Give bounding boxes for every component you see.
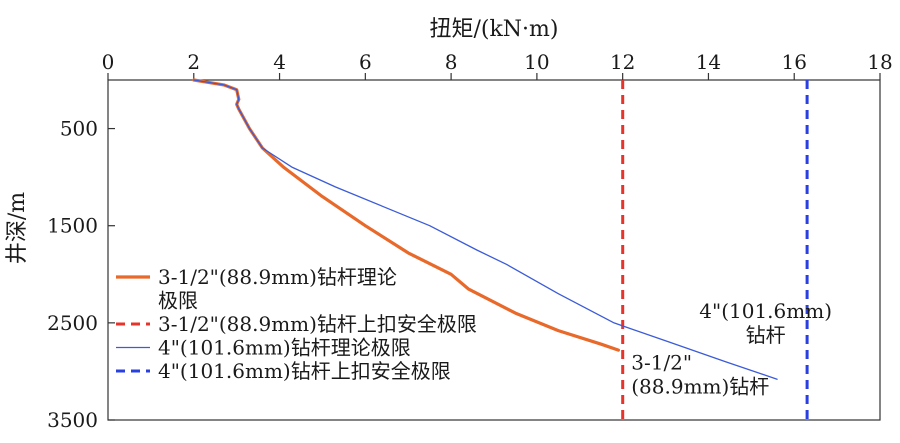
x-tick-label: 16 xyxy=(781,50,806,74)
x-tick-label: 2 xyxy=(187,50,200,74)
y-tick-label: 1500 xyxy=(47,214,98,238)
annotations: 4"(101.6mm)钻杆 3-1/2"(88.9mm)钻杆 xyxy=(631,299,832,398)
legend-label: 3-1/2"(88.9mm)钻杆上扣安全极限 xyxy=(158,312,477,336)
annotation-label: 4"(101.6mm) xyxy=(699,299,832,323)
series-line-1 xyxy=(192,78,621,352)
y-tick-label: 3500 xyxy=(47,408,98,432)
legend-label: 极限 xyxy=(158,289,198,313)
series-line-3 xyxy=(193,79,778,380)
x-tick-label: 14 xyxy=(696,50,721,74)
x-tick-label: 0 xyxy=(102,50,115,74)
x-axis-title: 扭矩/(kN·m) xyxy=(429,17,558,42)
series-lines xyxy=(192,78,809,420)
x-tick-label: 18 xyxy=(867,50,892,74)
x-tick-label: 12 xyxy=(610,50,635,74)
y-tick-label: 2500 xyxy=(47,311,98,335)
y-tick-label: 500 xyxy=(60,117,98,141)
x-tick-label: 4 xyxy=(273,50,286,74)
legend-label: 3-1/2"(88.9mm)钻杆理论 xyxy=(158,265,397,289)
y-axis-title: 井深/m xyxy=(5,192,30,264)
plot-frame xyxy=(107,79,881,421)
annotation-label: 钻杆 xyxy=(746,323,786,347)
annotation-label: 3-1/2" xyxy=(631,350,692,374)
annotation-label: (88.9mm)钻杆 xyxy=(631,374,769,398)
legend-label: 4"(101.6mm)钻杆上扣安全极限 xyxy=(158,359,451,383)
x-tick-label: 8 xyxy=(445,50,458,74)
legend-label: 4"(101.6mm)钻杆理论极限 xyxy=(158,336,411,360)
axis-ticks: 0 2 4 6 8 10 12 14 16 18 500 1500 2500 3500 xyxy=(47,50,893,432)
x-tick-label: 10 xyxy=(524,50,549,74)
legend: 3-1/2"(88.9mm)钻杆理论极限3-1/2"(88.9mm)钻杆上扣安全… xyxy=(116,265,477,383)
x-tick-label: 6 xyxy=(359,50,372,74)
